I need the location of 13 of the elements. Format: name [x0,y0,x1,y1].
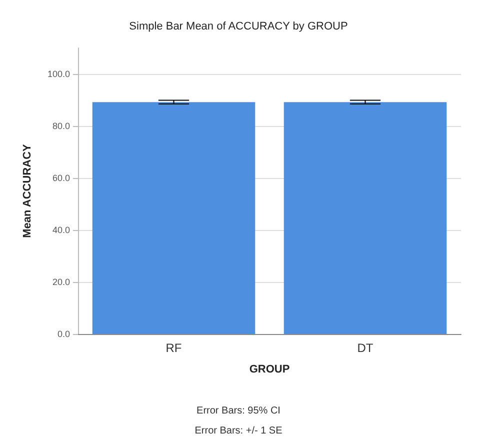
y-tick-label: 100.0 [47,69,70,79]
y-tick-label: 40.0 [52,225,70,235]
chart-title: Simple Bar Mean of ACCURACY by GROUP [129,20,348,32]
text: Error Bars: +/- 1 SE [194,426,283,436]
x-tick-label: DT [357,341,374,355]
y-tick-label: 20.0 [52,277,70,287]
y-tick-label: 60.0 [52,173,70,183]
y-tick-label: 80.0 [52,121,70,131]
x-axis-title: GROUP [249,364,290,376]
y-tick-label: 0.0 [57,329,70,339]
y-axis-title: Mean ACCURACY [22,143,34,238]
x-tick-label: RF [166,341,182,355]
text: Error Bars: 95% CI [196,406,280,416]
